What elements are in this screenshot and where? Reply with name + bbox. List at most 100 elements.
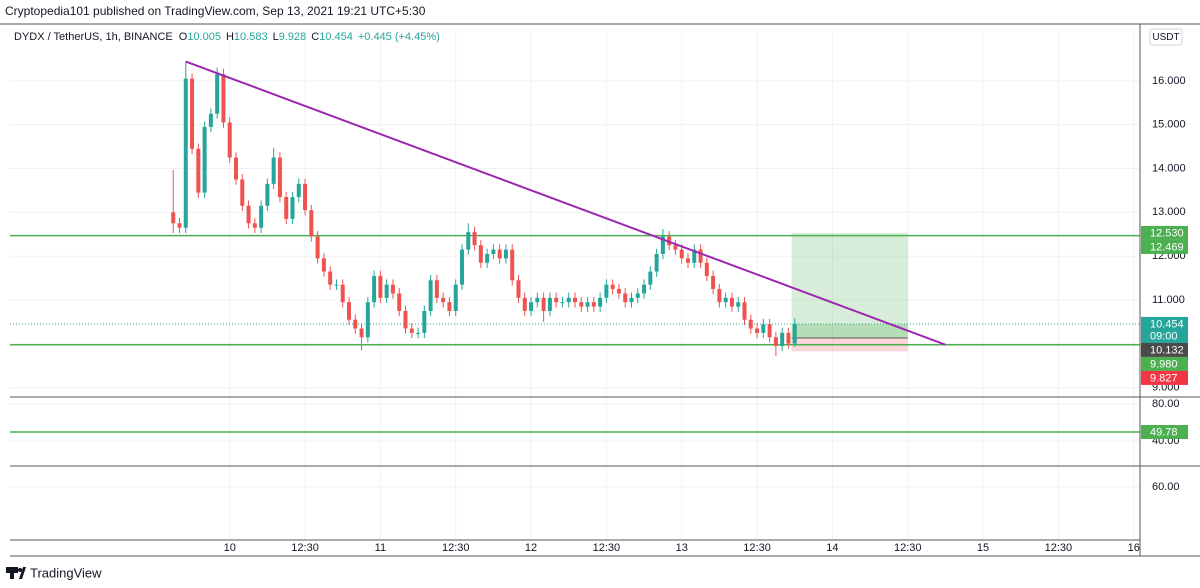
candle-body <box>359 328 364 338</box>
x-tick-label: 14 <box>826 542 838 554</box>
candle-body <box>604 284 609 298</box>
candle-body <box>591 302 596 307</box>
candle-body <box>755 328 760 333</box>
candle-body <box>183 78 188 228</box>
candle-body <box>196 148 201 193</box>
candle-body <box>516 280 521 298</box>
candle-body <box>654 253 659 272</box>
candle-body <box>259 205 264 228</box>
axis-layer: 10 12:30 11 12:30 12 12:30 13 12:30 14 12:30 15 12:… <box>224 75 1188 554</box>
candle-body <box>773 337 778 347</box>
candle-body <box>579 302 584 307</box>
candle-body <box>265 183 270 206</box>
candle-body <box>290 197 295 219</box>
candle-body <box>365 302 370 338</box>
legend-value: 9.928 <box>279 31 307 43</box>
legend-value: 10.583 <box>234 31 268 43</box>
candle-body <box>208 113 213 127</box>
candle-body <box>215 74 220 114</box>
price-badge-label: 10.454 <box>1150 318 1184 330</box>
legend-value: 10.454 <box>319 31 353 43</box>
legend-value: 10.005 <box>187 31 221 43</box>
x-tick-label: 12:30 <box>593 542 621 554</box>
price-badge <box>1141 342 1188 357</box>
candle-body <box>221 74 226 123</box>
logo-part <box>18 568 22 572</box>
candle-body <box>767 324 772 338</box>
candle-body <box>541 297 546 311</box>
candle-body <box>277 157 282 198</box>
candle-body <box>792 323 797 344</box>
candle-body <box>234 157 238 180</box>
candle-body <box>321 258 326 272</box>
candle-body <box>642 284 647 294</box>
candle-body <box>466 232 471 250</box>
x-tick-label: 10 <box>224 542 236 554</box>
candle-body <box>742 302 747 320</box>
x-tick-label: 12:30 <box>442 542 470 554</box>
plot-layer <box>10 60 1140 433</box>
candle-body <box>334 284 339 286</box>
y-tick-label: 16.000 <box>1152 75 1186 87</box>
candle-body <box>460 249 464 285</box>
candle-body <box>566 297 571 303</box>
candle-body <box>585 302 590 307</box>
candle-body <box>761 324 766 333</box>
candle-body <box>422 310 427 333</box>
candle-body <box>309 210 314 237</box>
x-tick-label: 15 <box>977 542 989 554</box>
candle-body <box>378 275 383 298</box>
candle-body <box>686 258 690 263</box>
candle-body <box>598 297 603 307</box>
price-badge <box>1141 239 1188 254</box>
price-badge <box>1141 316 1188 343</box>
candle-body <box>472 232 477 246</box>
candle-body <box>497 249 502 259</box>
x-tick-label: 16 <box>1128 542 1140 554</box>
tradingview-logo <box>6 567 26 579</box>
x-tick-label: 12:30 <box>1045 542 1073 554</box>
candle-body <box>616 289 621 294</box>
candle-body <box>428 280 433 311</box>
x-tick-label: 12:30 <box>743 542 771 554</box>
x-tick-label: 11 <box>375 542 386 554</box>
logo-part <box>6 567 18 573</box>
legend-change: +0.445 (+4.45%) <box>358 31 440 43</box>
legend-key: H <box>226 31 234 43</box>
x-tick-label: 12 <box>525 542 537 554</box>
candle-body <box>503 249 508 259</box>
y-tick-label: 13.000 <box>1152 206 1186 218</box>
candle-body <box>397 293 402 311</box>
footer-brand: TradingView <box>30 565 102 580</box>
candle-body <box>372 275 377 303</box>
candle-body <box>478 245 483 263</box>
price-badge-label: 9.827 <box>1150 372 1178 384</box>
y-tick-label: 11.000 <box>1152 294 1185 306</box>
candle-body <box>704 262 709 276</box>
position-open-profit <box>791 323 908 339</box>
candle-body <box>246 205 251 224</box>
y-tick-label: 60.00 <box>1152 481 1180 493</box>
x-tick-label: 12:30 <box>894 542 922 554</box>
candle-body <box>711 275 716 290</box>
candle-body <box>692 249 697 263</box>
candle-body <box>390 284 395 294</box>
candle-body <box>560 302 565 304</box>
candle-body <box>315 236 320 259</box>
candle-body <box>271 157 276 184</box>
candle-body <box>190 78 195 149</box>
candle-body <box>660 236 665 254</box>
candle-body <box>491 249 496 254</box>
candle-body <box>786 332 791 344</box>
candle-body <box>328 271 333 285</box>
candle-body <box>547 297 552 311</box>
candle-body <box>623 293 628 303</box>
candle-body <box>635 293 640 298</box>
legend-key: L <box>273 31 279 43</box>
candle-body <box>736 302 741 307</box>
x-tick-label: 12:30 <box>291 542 319 554</box>
currency-button[interactable] <box>1149 28 1183 46</box>
candle-body <box>227 122 232 158</box>
candle-body <box>240 179 245 206</box>
